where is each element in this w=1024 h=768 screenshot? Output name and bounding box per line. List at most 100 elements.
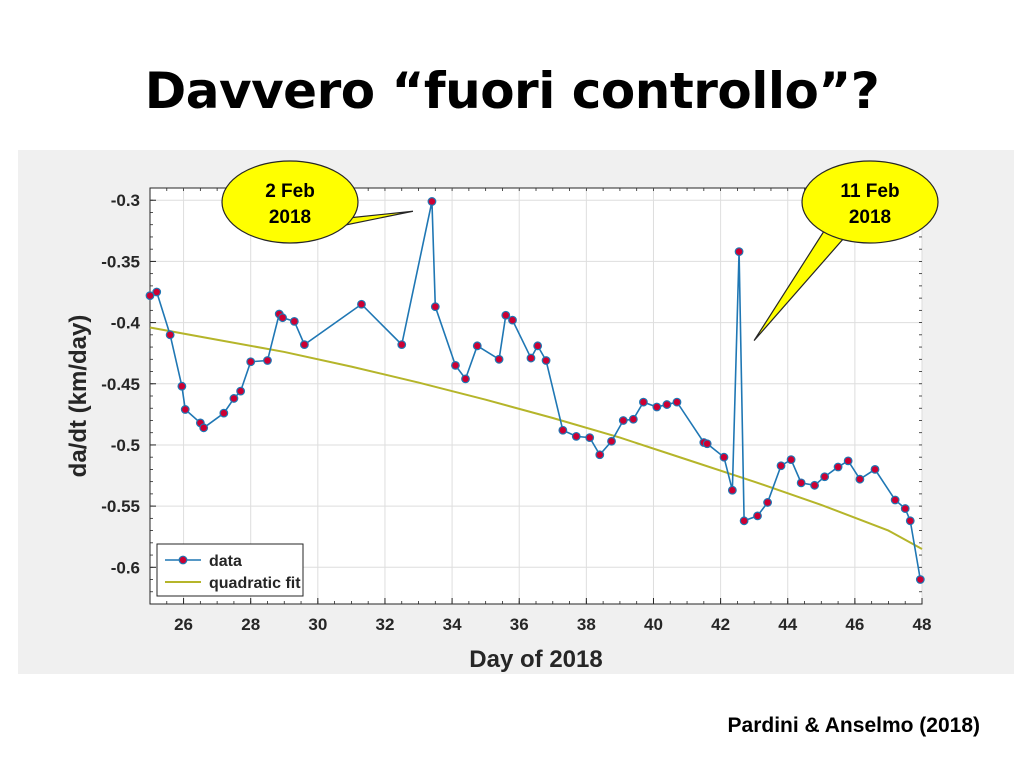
data-point [739,516,749,526]
y-tick-label: -0.35 [101,252,140,271]
data-point [199,423,209,433]
y-tick-label: -0.45 [101,375,140,394]
series [145,197,925,584]
data-point [180,405,190,414]
quadratic-fit-line [149,326,923,550]
data-point [289,316,299,326]
data-point [639,397,648,407]
data-point [427,197,437,206]
data-point [526,353,536,363]
data-point [585,433,595,443]
data-point [571,431,581,441]
data-point [246,357,256,367]
x-tick-label: 48 [913,615,932,634]
data-point [607,436,616,446]
legend-fit-label: quadratic fit [209,575,301,592]
data-point [820,472,830,482]
data-point [229,394,239,403]
callout-date-line2: 2018 [849,207,891,228]
x-tick-label: 26 [174,615,193,634]
x-tick-label: 38 [577,615,596,634]
y-tick-label: -0.6 [111,558,140,577]
data-point [165,330,175,340]
data-point [870,465,880,474]
chart-panel: 26 28 30 32 34 36 38 40 42 44 46 48 -0.3 -0.35 -0.4 -0.… [18,150,1014,674]
x-tick-label: 42 [711,615,730,634]
callout-date-line1: 11 Feb [840,181,899,202]
data-point [843,456,853,466]
data-point [662,400,672,409]
data-point [900,504,910,513]
x-tick-label: 30 [308,615,327,634]
y-tick-label: -0.4 [111,314,141,333]
callout-date-line1: 2 Feb [265,181,315,202]
plot-area [149,187,923,605]
data-point [236,386,246,396]
slide-title: Davvero “fuori controllo”? [144,62,880,120]
data-point [541,356,551,365]
callout-pointer-cover [826,202,870,238]
callouts: 2 Feb 2018 11 Feb 2018 [221,160,939,342]
data-point [915,575,925,584]
data-point [763,498,772,507]
data-point [219,408,229,418]
data-point [618,416,628,425]
data-point [855,474,865,484]
data-point [461,374,470,384]
data-point [357,299,366,309]
x-tick-label: 40 [644,615,663,634]
data-point [145,291,155,301]
data-point [796,478,806,488]
y-tick-label: -0.55 [101,497,140,516]
x-tick-label: 46 [845,615,864,634]
data-point [810,480,819,490]
data-point [890,495,900,505]
data-point [397,340,407,350]
data-point [177,381,187,391]
legend-data-label: data [209,553,242,570]
data-point [672,397,682,407]
legend-box [156,543,304,597]
x-axis-label: Day of 2018 [469,646,602,673]
callout-pointer-cover [290,202,348,229]
x-tick-label: 44 [778,615,797,634]
data-point [300,340,309,350]
x-tick-label: 36 [510,615,529,634]
data-point [702,439,712,449]
citation: Pardini & Anselmo (2018) [727,714,980,737]
data-point [558,425,568,435]
data-point [776,461,786,471]
callout-date-line2: 2018 [269,207,311,228]
data-point [719,452,729,462]
axes: 26 28 30 32 34 36 38 40 42 44 46 48 -0.3 -0.35 -0.4 -0.… [101,187,932,634]
data-point [152,287,162,297]
data-point [263,356,272,365]
data-point [652,402,662,412]
data-point [905,516,915,526]
legend: data quadratic fit [156,543,304,597]
grid [150,188,923,604]
data-point [494,354,504,364]
data-point [786,455,796,465]
y-axis-label: da/dt (km/day) [65,315,92,478]
data-point [278,313,287,323]
data-point [533,341,543,351]
data-point [451,361,460,370]
x-tick-label: 34 [443,615,462,634]
data-point [727,485,737,495]
data-point [472,341,482,351]
legend-data-marker [178,555,188,565]
data-point [753,511,762,521]
x-tick-label: 28 [241,615,260,634]
data-point [501,310,511,320]
y-tick-label: -0.3 [111,191,140,210]
data-point [430,302,440,312]
line-chart: 26 28 30 32 34 36 38 40 42 44 46 48 -0.3 -0.35 -0.4 -0.… [65,160,939,673]
data-point [508,315,517,325]
data-point [595,450,605,460]
data-point [628,414,638,424]
data-point [833,462,843,472]
y-tick-label: -0.5 [111,436,140,455]
x-tick-label: 32 [375,615,394,634]
data-point [734,247,744,257]
